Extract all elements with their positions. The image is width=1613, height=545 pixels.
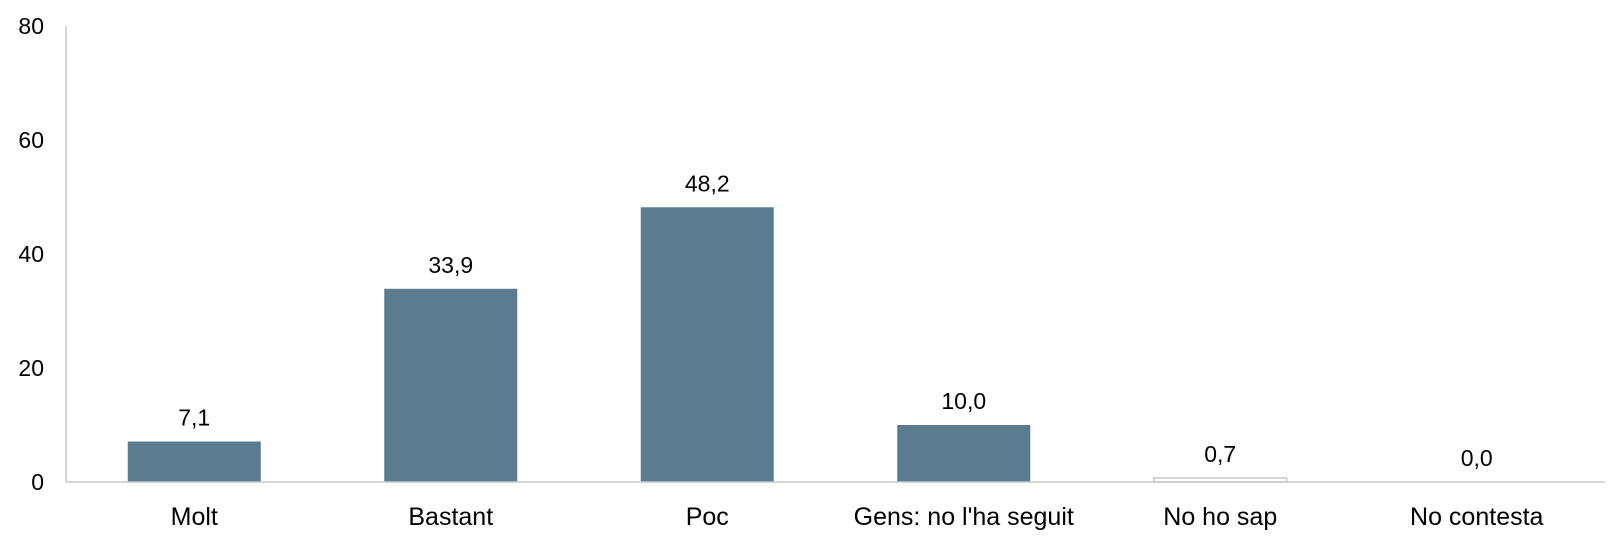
- x-axis: Molt Bastant Poc Gens: no l'ha seguit No ho …: [66, 481, 1605, 531]
- data-label: 10,0: [941, 388, 986, 414]
- category-label: Molt: [171, 503, 218, 531]
- y-tick-label: 0: [31, 469, 44, 495]
- y-tick-label: 40: [18, 241, 44, 267]
- bar: [897, 425, 1031, 482]
- bar: [384, 288, 518, 482]
- bars: [127, 207, 1288, 483]
- category-label: Poc: [686, 503, 729, 531]
- y-tick-label: 20: [18, 355, 44, 381]
- category-label: No contesta: [1410, 503, 1544, 531]
- y-tick-label: 80: [18, 13, 44, 39]
- bar: [127, 441, 261, 482]
- data-label: 48,2: [685, 170, 730, 196]
- category-label: Gens: no l'ha seguit: [854, 503, 1074, 531]
- data-label: 7,1: [178, 405, 210, 431]
- y-tick-label: 60: [18, 127, 44, 153]
- data-labels: 7,1 33,9 48,2 10,0 0,7 0,0: [178, 170, 1492, 471]
- data-label: 0,7: [1204, 441, 1236, 467]
- y-axis: 0 20 40 60 80: [18, 13, 67, 495]
- category-label: Bastant: [408, 503, 493, 531]
- category-label: No ho sap: [1163, 503, 1277, 531]
- data-label: 0,0: [1461, 445, 1493, 471]
- bar: [640, 207, 774, 482]
- data-label: 33,9: [428, 252, 473, 278]
